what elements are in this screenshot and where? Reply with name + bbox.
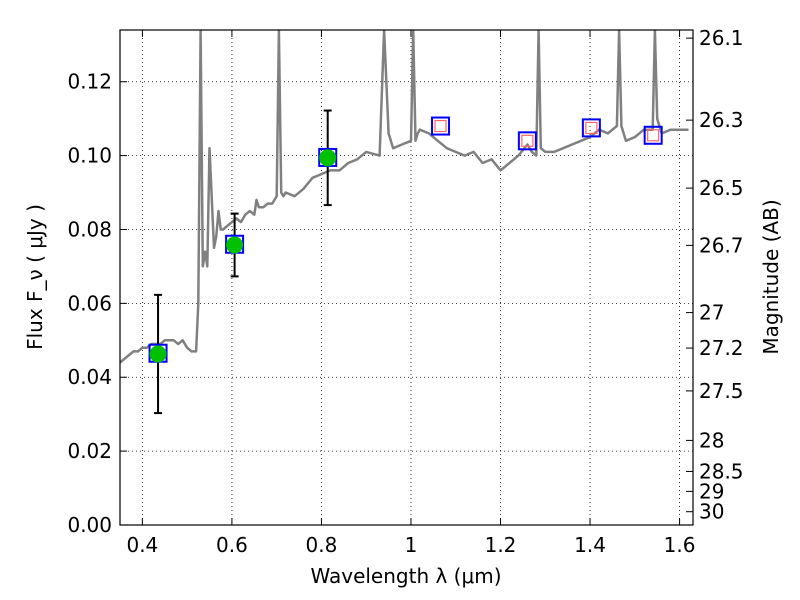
right-tick-label: 29 — [699, 479, 724, 503]
plot-area — [120, 30, 689, 364]
upper-limit-square — [647, 129, 660, 142]
x-tick-label: 1.6 — [664, 533, 696, 557]
upper-limit-square — [521, 134, 534, 147]
upper-limit-square — [434, 119, 447, 133]
observed-point — [149, 345, 167, 363]
markers — [148, 109, 663, 415]
x-tick-label: 0.8 — [306, 533, 338, 557]
y-tick-label: 0.06 — [67, 291, 112, 315]
model-square — [517, 131, 537, 151]
right-tick-label: 26.3 — [699, 108, 744, 132]
x-tick-label: 1.2 — [485, 533, 517, 557]
y-tick-label: 0.10 — [67, 144, 112, 168]
y-tick-label: 0.00 — [67, 513, 112, 537]
right-tick-label: 26.5 — [699, 176, 744, 200]
right-tick-label: 26.1 — [699, 26, 744, 50]
right-tick-label: 27 — [699, 301, 724, 325]
right-tick-label: 30 — [699, 500, 724, 524]
grid — [120, 30, 693, 526]
observed-point — [319, 149, 337, 167]
right-tick-label: 27.2 — [699, 336, 744, 360]
y-tick-label: 0.02 — [67, 439, 112, 463]
y-tick-label: 0.04 — [67, 365, 112, 389]
axes: 0.4 0.6 0.8 1 1.2 1.4 1.6 0.00 0.02 0.04 0.06 0.08 0… — [67, 26, 743, 557]
x-tick-label: 0.6 — [216, 533, 248, 557]
x-tick-label: 1 — [405, 533, 418, 557]
y-tick-label: 0.12 — [67, 70, 112, 94]
spectrum-line — [120, 30, 689, 364]
right-tick-label: 26.7 — [699, 233, 744, 257]
model-square — [431, 116, 451, 136]
y-axis-title: Flux F_ν ( μJy ) — [23, 204, 47, 350]
right-tick-label: 28.5 — [699, 459, 744, 483]
observed-point — [226, 236, 244, 254]
x-axis-title: Wavelength λ (μm) — [310, 564, 501, 588]
x-tick-label: 0.4 — [126, 533, 158, 557]
y-tick-label: 0.08 — [67, 217, 112, 241]
plot-frame — [119, 29, 694, 526]
model-square — [581, 118, 601, 138]
y-right-axis-title: Magnitude (AB) — [759, 199, 783, 354]
x-tick-label: 1.4 — [574, 533, 606, 557]
right-tick-label: 27.5 — [699, 379, 744, 403]
right-tick-label: 28 — [699, 428, 724, 452]
upper-limit-square — [585, 121, 598, 134]
model-square — [643, 125, 663, 145]
